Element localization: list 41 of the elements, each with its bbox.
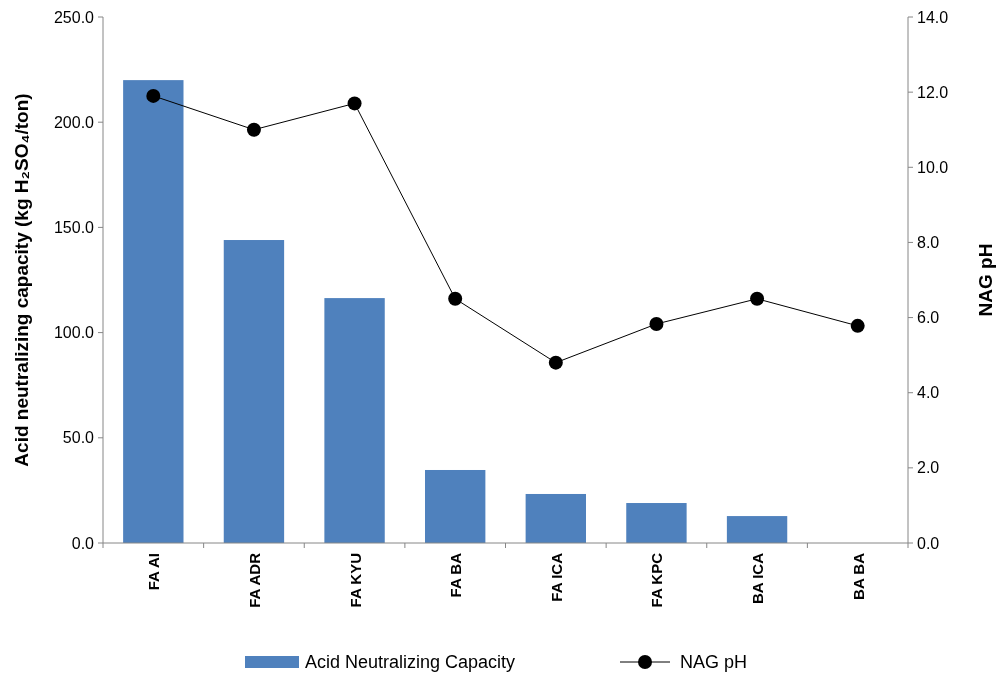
- x-tick-label: FA BA: [447, 552, 465, 598]
- point: [448, 291, 463, 306]
- bar: [123, 80, 184, 543]
- y-axis-title: Acid neutralizing capacity (kg H₂SO₄/ton): [11, 93, 32, 467]
- y-tick-label: 250.0: [53, 8, 95, 26]
- point: [246, 122, 261, 137]
- y2-axis-title: NAG pH: [975, 243, 996, 317]
- x-tick-label: FA ADR: [245, 552, 263, 608]
- x-tick-label: BA ICA: [749, 552, 767, 605]
- point: [347, 96, 362, 111]
- bar: [525, 493, 586, 543]
- bar: [726, 516, 788, 543]
- y2-tick-label: 12.0: [917, 83, 949, 101]
- point: [850, 318, 865, 333]
- y2-tick-label: 10.0: [917, 158, 949, 176]
- x-tick-label: FA AI: [145, 553, 163, 591]
- y-tick-label: 150.0: [53, 219, 95, 236]
- y2-tick-label: 4.0: [917, 384, 940, 402]
- y2-tick-label: 2.0: [917, 459, 940, 477]
- x-tick-label: FA KYU: [346, 553, 364, 608]
- x-tick-label: BA BA: [849, 552, 867, 600]
- y-tick-label: 0.0: [71, 534, 95, 552]
- bar: [223, 240, 285, 543]
- legend-label: NAG pH: [680, 652, 748, 673]
- y2-tick-label: 6.0: [917, 309, 940, 327]
- y2-tick-label: 14.0: [917, 8, 949, 26]
- bar: [425, 469, 486, 543]
- bar: [626, 503, 687, 543]
- x-tick-label: FA KPC: [648, 552, 666, 608]
- y2-tick-label: 8.0: [917, 234, 940, 252]
- point: [649, 316, 664, 331]
- point: [548, 355, 563, 370]
- y-tick-label: 50.0: [62, 429, 95, 447]
- x-tick-label: FA ICA: [547, 552, 565, 602]
- y2-tick-label: 0.0: [917, 534, 940, 552]
- y-tick-label: 200.0: [53, 113, 95, 131]
- point: [146, 88, 161, 103]
- bar: [324, 298, 385, 543]
- point: [750, 291, 765, 306]
- y-tick-label: 100.0: [53, 324, 95, 342]
- legend-label: Acid Neutralizing Capacity: [305, 652, 516, 673]
